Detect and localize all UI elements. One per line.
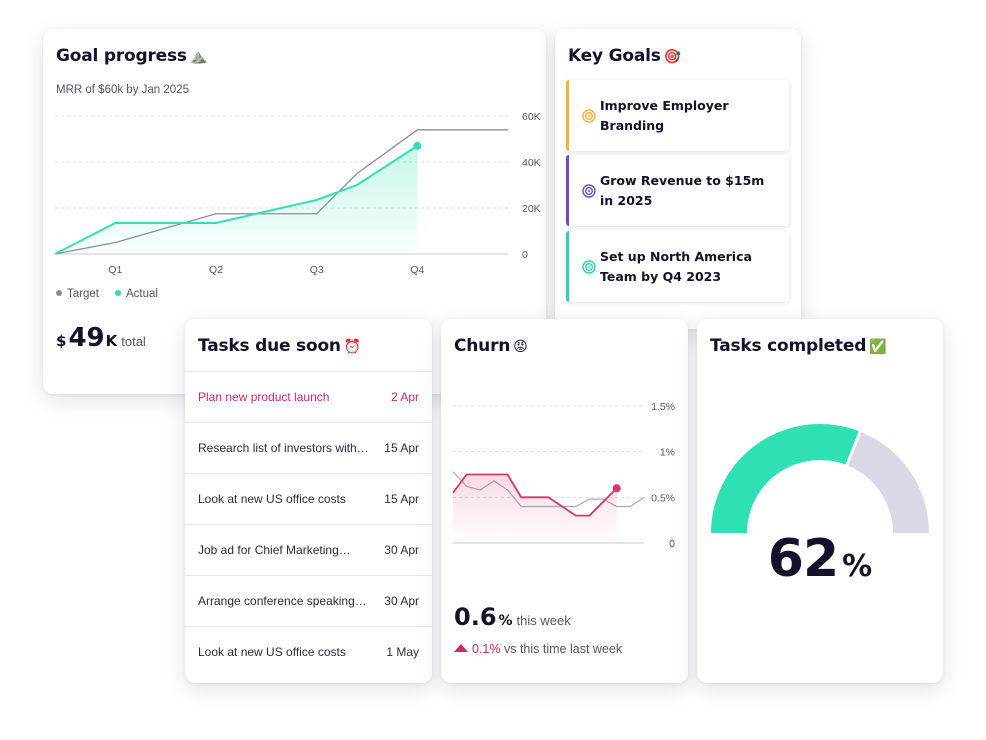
target-icon <box>582 183 596 198</box>
target-icon <box>582 108 596 123</box>
task-name: Plan new product launch <box>198 390 330 404</box>
x-tick-label: Q3 <box>310 264 324 276</box>
task-date: 15 Apr <box>384 492 419 506</box>
y-tick-label: 0.5% <box>651 492 675 504</box>
total-unit: K <box>105 332 118 350</box>
completion-gauge <box>711 424 929 533</box>
task-row[interactable]: Arrange conference speaking… 30 Apr <box>185 575 432 626</box>
legend-target-label: Target <box>67 288 99 300</box>
y-tick-label: 20K <box>522 203 541 215</box>
task-row[interactable]: Research list of investors with… 15 Apr <box>185 422 432 473</box>
goal-item[interactable]: Grow Revenue to $15m in 2025 <box>566 155 789 226</box>
churn-delta: 0.1% vs this time last week <box>454 642 622 656</box>
churn-value: 0.6% this week <box>454 603 571 631</box>
completion-unit: % <box>842 549 873 584</box>
churn-number: 0.6 <box>454 603 497 631</box>
churn-unit: % <box>498 613 513 629</box>
tasks-completed-title-text: Tasks completed <box>710 336 867 356</box>
tasks-completed-title: Tasks completed ✅ <box>710 336 887 356</box>
up-arrow-icon <box>454 644 468 652</box>
task-row[interactable]: Look at new US office costs 1 May <box>185 626 432 677</box>
legend-actual-label: Actual <box>126 288 158 300</box>
y-tick-label: 0 <box>669 538 675 550</box>
task-date: 15 Apr <box>384 441 419 455</box>
goal-text: Grow Revenue to $15m in 2025 <box>600 172 765 208</box>
goal-progress-title: Goal progress ⛰️ <box>56 46 207 66</box>
task-date: 2 Apr <box>390 390 419 404</box>
total-label: total <box>121 334 146 349</box>
task-name: Arrange conference speaking… <box>198 594 367 608</box>
task-name: Research list of investors with… <box>198 441 369 455</box>
target-legend-dot <box>56 289 62 296</box>
actual-legend-dot <box>115 289 121 296</box>
total-number: 49 <box>68 323 105 353</box>
task-row[interactable]: Job ad for Chief Marketing… 30 Apr <box>185 524 432 575</box>
churn-title: Churn 😡 <box>454 336 528 356</box>
completion-number: 62 <box>767 529 839 589</box>
task-date: 30 Apr <box>384 543 419 557</box>
x-tick-label: Q4 <box>410 264 424 276</box>
gauge-divider <box>845 431 862 466</box>
x-tick-label: Q1 <box>108 264 122 276</box>
goal-text: Set up North America Team by Q4 2023 <box>600 248 752 284</box>
task-name: Job ad for Chief Marketing… <box>198 543 351 557</box>
y-tick-label: 0 <box>522 249 528 261</box>
actual-end-point <box>413 141 422 150</box>
gauge-completed-arc <box>711 424 861 533</box>
goal-color-bar <box>566 155 569 226</box>
task-row[interactable]: Plan new product launch 2 Apr <box>185 371 432 422</box>
y-tick-label: 1% <box>660 447 675 459</box>
total-currency: $ <box>56 332 67 350</box>
alarm-clock-icon: ⏰ <box>343 339 362 355</box>
goal-color-bar <box>566 231 569 302</box>
task-date: 30 Apr <box>384 594 419 608</box>
total-value: $49K total <box>56 323 146 353</box>
tasks-due-title-text: Tasks due soon <box>198 336 341 356</box>
goal-color-bar <box>566 80 569 151</box>
mountain-icon: ⛰️ <box>189 49 208 65</box>
goal-progress-chart: 60K 40K 20K 0 Q1 Q2 Q3 Q4 <box>54 111 541 276</box>
goal-text: Improve Employer Branding <box>600 97 729 133</box>
key-goals-title-text: Key Goals <box>568 46 661 66</box>
actual-line <box>54 145 418 255</box>
churn-area <box>453 474 617 543</box>
goal-subtitle: MRR of $60k by Jan 2025 <box>56 84 189 96</box>
churn-chart: 1.5% 1% 0.5% 0 <box>452 401 675 550</box>
churn-title-text: Churn <box>454 336 511 356</box>
y-tick-label: 1.5% <box>651 401 675 413</box>
goal-item[interactable]: Improve Employer Branding <box>566 80 789 151</box>
tasks-list: Plan new product launch 2 Apr Research l… <box>185 371 432 677</box>
churn-card: Churn 😡 1.5% 1% 0.5% 0 0.6% this week 0.1% vs… <box>441 319 688 683</box>
task-name: Look at new US office costs <box>198 492 346 506</box>
key-goals-card: Key Goals 🎯 Improve Employer Branding Gro… <box>555 29 801 329</box>
goal-progress-title-text: Goal progress <box>56 46 187 66</box>
task-row[interactable]: Look at new US office costs 15 Apr <box>185 473 432 524</box>
legend-target[interactable]: Target <box>56 288 99 300</box>
completion-value: 62% <box>697 529 943 589</box>
key-goals-title: Key Goals 🎯 <box>568 46 681 66</box>
target-icon <box>582 259 596 274</box>
angry-face-icon: 😡 <box>513 339 528 355</box>
churn-period-label: this week <box>516 613 571 628</box>
legend-actual[interactable]: Actual <box>115 288 158 300</box>
x-tick-label: Q2 <box>209 264 223 276</box>
churn-end-point <box>612 484 621 493</box>
actual-area <box>55 145 418 254</box>
tasks-due-card: Tasks due soon ⏰ Plan new product launch … <box>185 319 432 683</box>
y-tick-label: 60K <box>522 111 541 123</box>
bullseye-icon: 🎯 <box>663 49 681 65</box>
tasks-completed-card: Tasks completed ✅ 62% <box>697 319 943 683</box>
y-tick-label: 40K <box>522 157 541 169</box>
this-week-line <box>452 473 618 517</box>
churn-delta-label: vs this time last week <box>503 642 623 656</box>
task-name: Look at new US office costs <box>198 645 346 659</box>
churn-delta-value: 0.1% <box>472 642 501 656</box>
goal-item[interactable]: Set up North America Team by Q4 2023 <box>566 231 789 302</box>
task-date: 1 May <box>386 645 419 659</box>
tasks-due-title: Tasks due soon ⏰ <box>198 336 361 356</box>
check-mark-icon: ✅ <box>869 339 887 355</box>
gauge-remaining-arc <box>846 431 929 533</box>
